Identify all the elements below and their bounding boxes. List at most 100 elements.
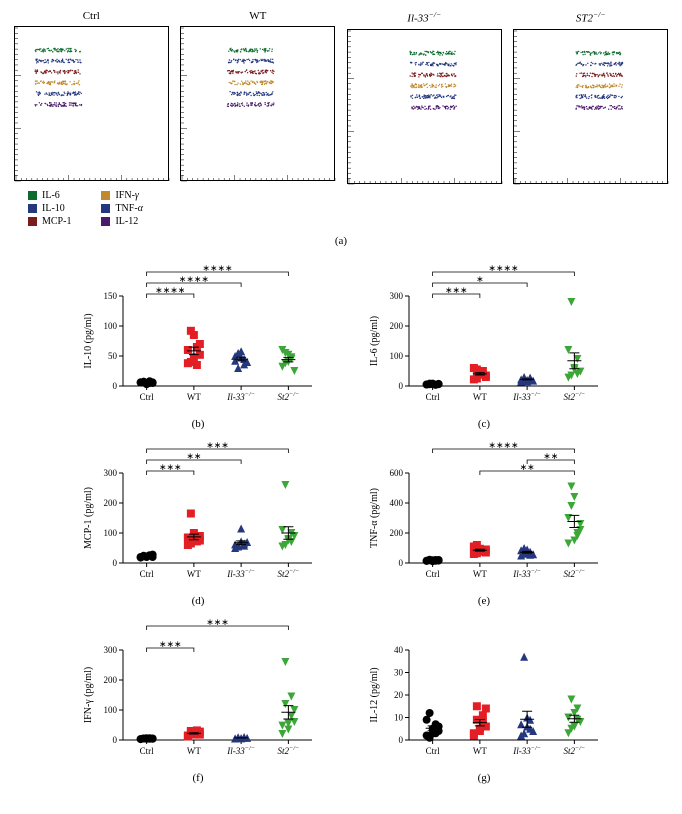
svg-text:200: 200 — [104, 675, 118, 685]
svg-text:Il-33−/−: Il-33−/− — [512, 391, 541, 402]
flow-plot — [347, 29, 502, 184]
svg-text:Ctrl: Ctrl — [426, 746, 441, 756]
svg-text:St2−/−: St2−/− — [277, 745, 299, 756]
plot-caption: (f) — [193, 772, 204, 784]
flow-plot — [14, 26, 169, 181]
svg-text:St2−/−: St2−/− — [563, 568, 585, 579]
svg-text:Il-33−/−: Il-33−/− — [512, 568, 541, 579]
legend-swatch — [28, 191, 37, 200]
plot-c: 0 100 200 300 IL-6 (pg/ml) Ctrl WT Il-33−/− St2−… — [356, 261, 612, 430]
flow-legend-item: IL-6 — [28, 190, 71, 201]
svg-text:IL-12 (pg/ml): IL-12 (pg/ml) — [369, 667, 380, 722]
svg-text:St2−/−: St2−/− — [563, 391, 585, 402]
plot-svg: 0100200300MCP-1 (pg/ml)CtrlWTIl-33−/−St2… — [78, 438, 318, 593]
svg-text:Ctrl: Ctrl — [140, 746, 155, 756]
legend-label: IL-10 — [42, 203, 65, 214]
svg-text:∗∗∗: ∗∗∗ — [159, 639, 182, 649]
flow-legend-item: IFN-γ — [101, 190, 142, 201]
flow-plot — [180, 26, 335, 181]
svg-text:0: 0 — [399, 558, 404, 568]
svg-text:∗∗∗∗: ∗∗∗∗ — [488, 263, 518, 273]
plot-svg: 0 100 200 300 IL-6 (pg/ml) Ctrl WT Il-33−/− St2−… — [364, 261, 604, 416]
svg-text:WT: WT — [473, 392, 487, 402]
legend-swatch — [28, 217, 37, 226]
svg-text:100: 100 — [104, 321, 118, 331]
svg-text:∗∗∗∗: ∗∗∗∗ — [179, 274, 209, 284]
legend-label: TNF-α — [115, 203, 142, 214]
plot-svg: 050100150IL-10 (pg/ml)CtrlWTIl-33−/−St2−… — [78, 261, 318, 416]
flow-legend-item: IL-10 — [28, 203, 71, 214]
svg-text:20: 20 — [394, 690, 404, 700]
svg-text:200: 200 — [390, 321, 404, 331]
svg-text:300: 300 — [104, 645, 118, 655]
plots-grid: 050100150IL-10 (pg/ml)CtrlWTIl-33−/−St2−… — [10, 261, 672, 784]
svg-text:Ctrl: Ctrl — [426, 569, 441, 579]
legend-swatch — [101, 204, 110, 213]
plot-f: 0 100 200 300 IFN-γ (pg/ml) Ctrl WT Il-33−/− St2… — [70, 615, 326, 784]
svg-text:150: 150 — [104, 291, 118, 301]
plot-e: 0200400600TNF-α (pg/ml)CtrlWTIl-33−/−St2… — [356, 438, 612, 607]
flow-panel-2: Il-33−/− — [343, 10, 506, 184]
svg-text:10: 10 — [394, 712, 404, 722]
flow-plot — [513, 29, 668, 184]
svg-text:IFN-γ (pg/ml): IFN-γ (pg/ml) — [83, 666, 94, 722]
legend-swatch — [101, 191, 110, 200]
flow-legend: IL-6IL-10MCP-1IFN-γTNF-αIL-12 — [28, 190, 672, 227]
flow-panel-title: Il-33−/− — [407, 10, 441, 25]
flow-legend-col: IL-6 IL-10 MCP-1 — [28, 190, 71, 227]
svg-text:300: 300 — [104, 468, 118, 478]
svg-text:WT: WT — [187, 746, 201, 756]
svg-text:Il-33−/−: Il-33−/− — [512, 745, 541, 756]
flow-legend-col: IFN-γTNF-αIL-12 — [101, 190, 142, 227]
flow-panel-title: WT — [249, 10, 266, 22]
plot-svg: 0200400600TNF-α (pg/ml)CtrlWTIl-33−/−St2… — [364, 438, 604, 593]
svg-text:TNF-α (pg/ml): TNF-α (pg/ml) — [369, 488, 380, 548]
svg-text:St2−/−: St2−/− — [277, 391, 299, 402]
flow-panel-3: ST2−/− — [510, 10, 673, 184]
legend-swatch — [28, 204, 37, 213]
plot-b: 050100150IL-10 (pg/ml)CtrlWTIl-33−/−St2−… — [70, 261, 326, 430]
svg-text:∗∗∗: ∗∗∗ — [159, 462, 182, 472]
svg-text:600: 600 — [390, 468, 404, 478]
flow-panel-1: WT — [177, 10, 340, 184]
svg-text:∗∗∗∗: ∗∗∗∗ — [202, 263, 232, 273]
svg-text:100: 100 — [104, 705, 118, 715]
plot-caption: (c) — [478, 418, 490, 430]
svg-text:WT: WT — [473, 746, 487, 756]
plot-caption: (e) — [478, 595, 490, 607]
svg-text:Il-33−/−: Il-33−/− — [226, 745, 255, 756]
svg-text:0: 0 — [113, 735, 118, 745]
legend-label: IL-6 — [42, 190, 60, 201]
svg-text:∗∗∗∗: ∗∗∗∗ — [155, 285, 185, 295]
svg-text:100: 100 — [390, 351, 404, 361]
svg-text:∗: ∗ — [476, 274, 484, 284]
svg-text:IL-10 (pg/ml): IL-10 (pg/ml) — [83, 313, 94, 368]
flow-panel-title: Ctrl — [83, 10, 100, 22]
svg-text:St2−/−: St2−/− — [277, 568, 299, 579]
svg-text:IL-6 (pg/ml): IL-6 (pg/ml) — [369, 316, 380, 366]
svg-text:∗∗∗: ∗∗∗ — [206, 440, 229, 450]
svg-text:Ctrl: Ctrl — [426, 392, 441, 402]
svg-text:200: 200 — [104, 498, 118, 508]
svg-text:∗∗∗∗: ∗∗∗∗ — [488, 440, 518, 450]
plot-d: 0100200300MCP-1 (pg/ml)CtrlWTIl-33−/−St2… — [70, 438, 326, 607]
svg-text:400: 400 — [390, 498, 404, 508]
plot-caption: (d) — [192, 595, 205, 607]
flow-cytometry-row: Ctrl WT Il-33−/− ST2−/− — [10, 10, 672, 184]
flow-panel-title: ST2−/− — [576, 10, 606, 25]
svg-text:30: 30 — [394, 667, 404, 677]
svg-text:MCP-1 (pg/ml): MCP-1 (pg/ml) — [83, 487, 94, 549]
svg-text:Ctrl: Ctrl — [140, 392, 155, 402]
svg-text:WT: WT — [187, 392, 201, 402]
svg-text:∗∗∗: ∗∗∗ — [445, 285, 468, 295]
svg-text:Il-33−/−: Il-33−/− — [226, 568, 255, 579]
svg-text:St2−/−: St2−/− — [563, 745, 585, 756]
svg-text:∗∗: ∗∗ — [543, 451, 558, 461]
svg-text:300: 300 — [390, 291, 404, 301]
svg-text:0: 0 — [399, 381, 404, 391]
flow-legend-item: MCP-1 — [28, 216, 71, 227]
legend-swatch — [101, 217, 110, 226]
svg-text:200: 200 — [390, 528, 404, 538]
plot-svg: 0 100 200 300 IFN-γ (pg/ml) Ctrl WT Il-33−/− St2… — [78, 615, 318, 770]
svg-text:∗∗: ∗∗ — [186, 451, 201, 461]
